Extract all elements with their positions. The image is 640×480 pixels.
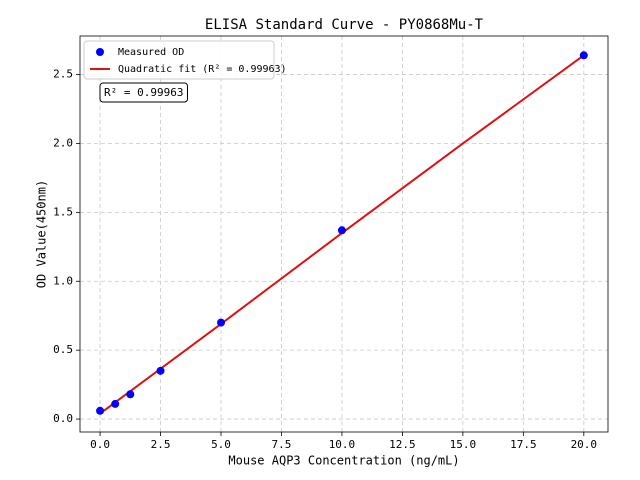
y-tick-label: 2.5 — [53, 68, 73, 81]
y-tick-label: 0.5 — [53, 343, 73, 356]
x-tick-label: 7.5 — [272, 438, 292, 451]
chart-title: ELISA Standard Curve - PY0868Mu-T — [205, 17, 484, 33]
x-tick-label: 5.0 — [211, 438, 231, 451]
x-axis-label: Mouse AQP3 Concentration (ng/mL) — [228, 454, 459, 468]
legend-box — [83, 40, 275, 80]
annotation-box — [99, 82, 188, 103]
x-tick-label: 20.0 — [571, 438, 598, 451]
data-point — [579, 51, 588, 60]
plot-frame — [79, 35, 609, 433]
y-tick-label: 1.5 — [53, 205, 73, 218]
legend-swatch — [96, 48, 104, 56]
data-point — [126, 390, 135, 399]
y-tick-label: 0.0 — [53, 412, 73, 425]
data-point — [96, 406, 105, 415]
legend-label: Measured OD — [118, 47, 184, 58]
y-axis-label: OD Value(450nm) — [35, 180, 49, 288]
legend-label: Quadratic fit (R² = 0.99963) — [118, 64, 287, 75]
y-tick-label: 2.0 — [53, 136, 73, 149]
x-tick-label: 12.5 — [389, 438, 416, 451]
x-tick-label: 2.5 — [151, 438, 171, 451]
data-point — [337, 226, 346, 235]
x-tick-label: 17.5 — [510, 438, 537, 451]
data-point — [111, 399, 120, 408]
data-point — [156, 366, 165, 375]
annotation: R² = 0.99963 — [104, 86, 183, 99]
y-tick-label: 1.0 — [53, 274, 73, 287]
x-tick-label: 0.0 — [90, 438, 110, 451]
x-tick-label: 15.0 — [450, 438, 477, 451]
x-tick-label: 10.0 — [329, 438, 356, 451]
data-point — [217, 318, 226, 327]
